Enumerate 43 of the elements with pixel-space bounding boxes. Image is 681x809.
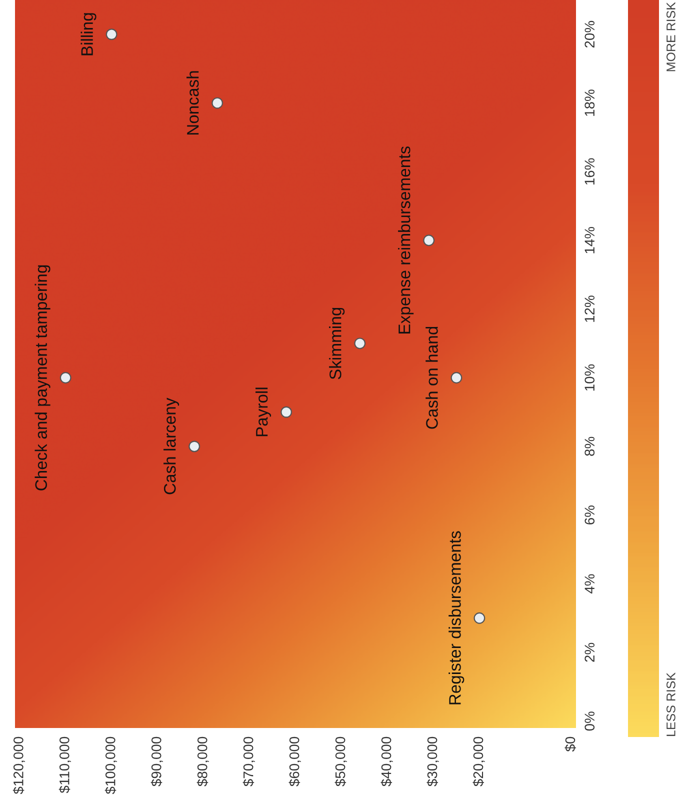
y-tick-label: 20% [584, 20, 595, 48]
x-tick-label: $110,000 [58, 736, 71, 794]
y-tick-label: 12% [584, 296, 594, 322]
point [212, 97, 224, 109]
point [354, 338, 366, 350]
x-tick-label: $100,000 [104, 736, 117, 794]
point [474, 612, 486, 624]
y-tick-label: 4% [584, 574, 594, 594]
text: LESS RISK [666, 672, 676, 736]
annotation: Check and payment tampering [34, 265, 50, 490]
x-tick-label: $40,000 [380, 736, 393, 786]
annotation: Register disbursements [448, 531, 464, 704]
x-tick-label: $80,000 [196, 736, 209, 786]
point [60, 372, 72, 384]
annotation: Billing [80, 13, 96, 56]
y-tick-label: 6% [584, 506, 595, 524]
x-tick-label: $70,000 [242, 736, 255, 786]
annotation: Payroll [255, 388, 272, 436]
x-tick-label: $50,000 [334, 736, 347, 786]
point [188, 440, 200, 452]
point [423, 234, 435, 246]
y-tick-label: 14% [584, 226, 594, 254]
y-tick-label: 10% [584, 364, 595, 391]
x-tick-label: $90,000 [150, 736, 163, 786]
point [280, 406, 292, 418]
annotation: Expense reimbursements [398, 146, 414, 334]
annotation: Cash on hand [426, 326, 438, 429]
y-tick-label: 2% [584, 642, 594, 662]
y-tick-label: 0% [584, 712, 595, 731]
y-tick-label: 16% [584, 158, 595, 185]
x-tick-label: $20,000 [472, 736, 485, 786]
text: MORE RISK [666, 2, 676, 72]
x-tick-label: $120,000 [12, 736, 25, 794]
point [106, 28, 118, 40]
annotation: Cash larceny [164, 398, 180, 494]
annotation: Skimming [329, 308, 345, 380]
y-tick-label: 18% [584, 90, 595, 116]
x-tick-label: $30,000 [426, 736, 439, 786]
point [450, 372, 462, 384]
annotation: Noncash [186, 71, 199, 135]
y-tick-label: 8% [584, 436, 595, 456]
x-tick-label: $0 [564, 736, 576, 752]
x-tick-label: $60,000 [288, 736, 301, 786]
